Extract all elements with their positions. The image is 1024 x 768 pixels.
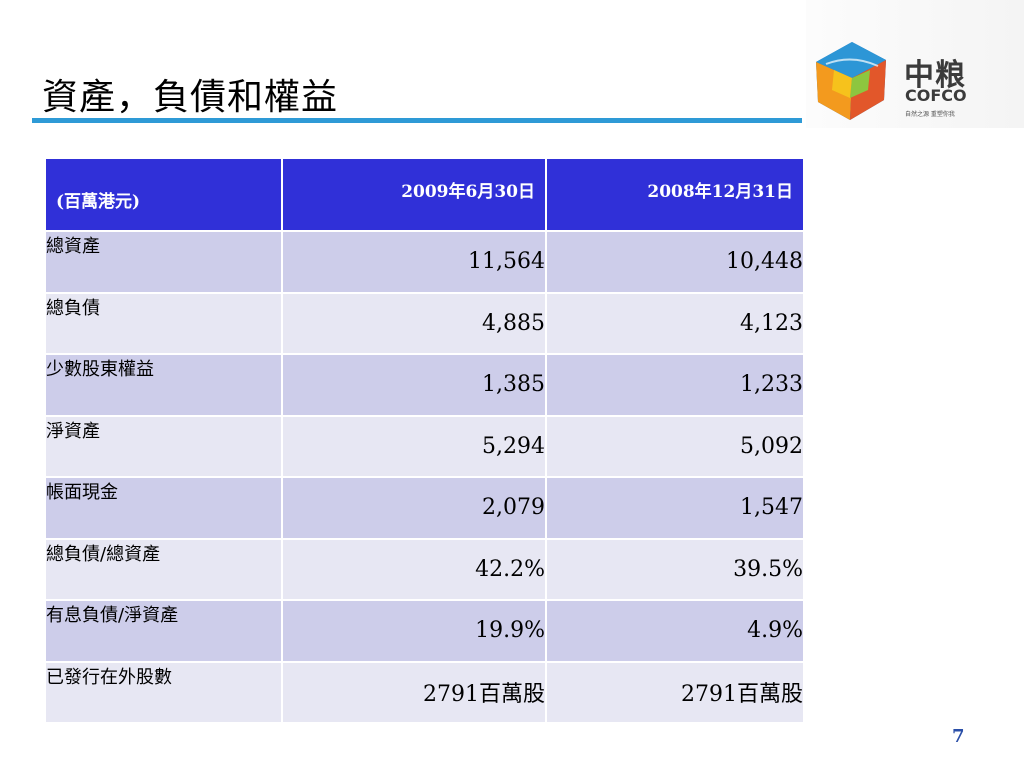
header-2008: 2008年12月31日 [545,157,805,232]
value-2008: 5,092 [545,414,805,478]
logo-chinese-text: 中粮 [904,58,966,93]
table-row: 少數股東權益 1,385 1,233 [44,353,805,417]
row-label: 帳面現金 [44,476,283,540]
value-2008: 4,123 [545,291,805,355]
value-2008: 10,448 [545,230,805,294]
row-label: 有息負債/淨資產 [44,599,283,663]
title-underline [32,118,802,123]
value-2009: 1,385 [281,353,547,417]
table-row: 帳面現金 2,079 1,547 [44,476,805,540]
header-2009: 2009年6月30日 [281,157,547,232]
table-row: 總負債 4,885 4,123 [44,291,805,355]
value-2009: 4,885 [281,291,547,355]
table-row: 總資產 11,564 10,448 [44,230,805,294]
value-2009: 11,564 [281,230,547,294]
row-label: 總負債 [44,291,283,355]
value-2008: 2791百萬股 [545,660,805,724]
row-label: 總負債/總資產 [44,537,283,601]
table-row: 有息負債/淨資產 19.9% 4.9% [44,599,805,663]
logo-tagline: 自然之源 重塑你我 [905,111,955,118]
header-unit: (百萬港元) [44,157,283,232]
table-row: 已發行在外股數 2791百萬股 2791百萬股 [44,660,805,724]
row-label: 已發行在外股數 [44,660,283,724]
value-2009: 5,294 [281,414,547,478]
financial-table: (百萬港元) 2009年6月30日 2008年12月31日 總資產 11,564… [44,157,805,724]
value-2008: 1,233 [545,353,805,417]
row-label: 淨資產 [44,414,283,478]
value-2008: 4.9% [545,599,805,663]
value-2008: 1,547 [545,476,805,540]
value-2009: 2,079 [281,476,547,540]
logo-english-text: COFCO [905,86,967,105]
table-header-row: (百萬港元) 2009年6月30日 2008年12月31日 [44,157,805,232]
row-label: 總資產 [44,230,283,294]
page-number: 7 [952,726,965,747]
table-row: 總負債/總資產 42.2% 39.5% [44,537,805,601]
value-2008: 39.5% [545,537,805,601]
value-2009: 2791百萬股 [281,660,547,724]
cofco-logo-icon [816,42,886,120]
table-row: 淨資產 5,294 5,092 [44,414,805,478]
value-2009: 19.9% [281,599,547,663]
row-label: 少數股東權益 [44,353,283,417]
value-2009: 42.2% [281,537,547,601]
slide-title: 資產，負債和權益 [42,77,339,118]
